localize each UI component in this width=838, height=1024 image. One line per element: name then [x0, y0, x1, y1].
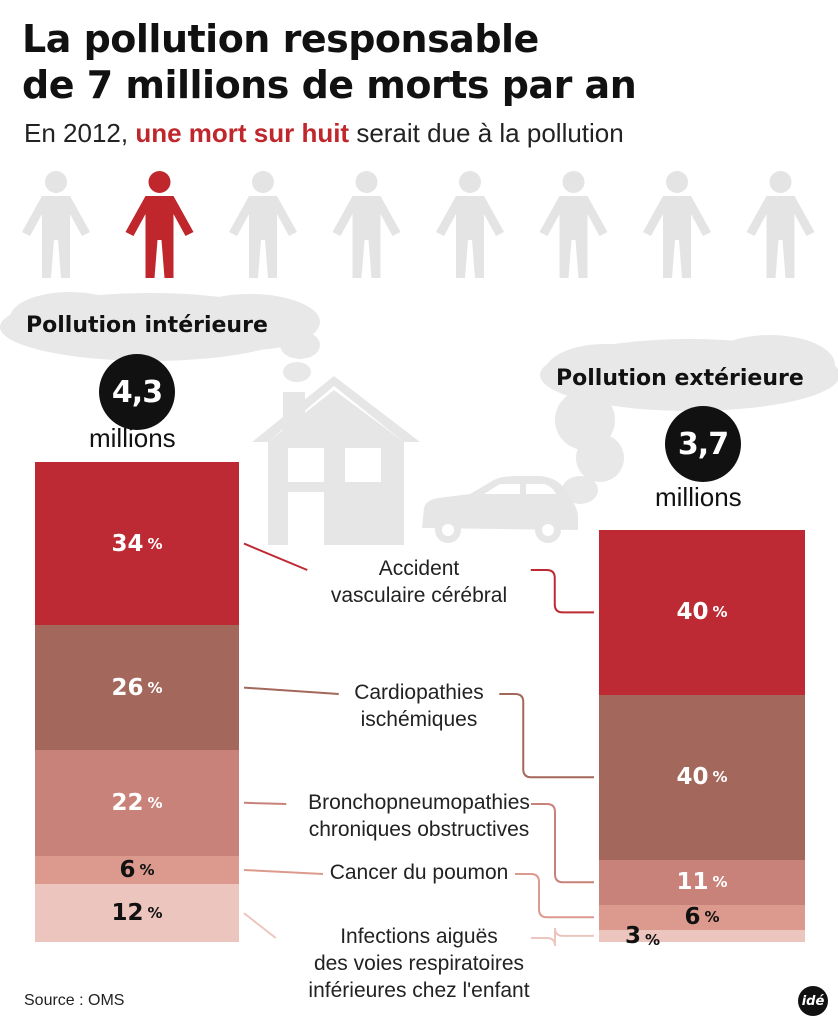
bar-segment: 26% — [35, 625, 239, 750]
house-windows — [288, 448, 381, 545]
bar-segment: 34% — [35, 462, 239, 626]
outdoor-unit: millions — [655, 482, 742, 512]
leader-line-indoor — [243, 912, 277, 939]
cause-label: Bronchopneumopathies chroniques obstructi… — [269, 789, 569, 843]
value-label: 6 — [684, 904, 701, 931]
leader-line-outdoor — [531, 927, 594, 947]
value-unit: % — [712, 768, 728, 787]
leader-line-outdoor — [515, 873, 594, 919]
leader-line-outdoor — [530, 569, 594, 614]
cause-label-line: Infections aiguës — [340, 925, 498, 948]
indoor-unit: millions — [89, 423, 176, 453]
bar-segment: 6% — [35, 855, 239, 885]
leader-line-indoor — [243, 801, 287, 805]
cause-label-line: Cardiopathies — [354, 681, 484, 704]
cause-label-line: Accident — [378, 557, 460, 580]
value-label: 3 — [625, 922, 642, 949]
person-icon — [436, 171, 504, 278]
value-unit: % — [147, 793, 163, 812]
outdoor-smoke-cloud — [540, 335, 838, 504]
outdoor-total-badge: 3,7 — [665, 406, 741, 482]
person-icon — [332, 171, 401, 278]
page-title: La pollution responsable de 7 millions d… — [22, 16, 822, 108]
person-icon — [643, 171, 711, 278]
cause-label-line: inférieures chez l'enfant — [308, 979, 530, 1002]
subtitle-suffix: serait due à la pollution — [349, 118, 624, 148]
value-label: 40 — [676, 599, 709, 626]
house-icon — [252, 376, 420, 545]
leader-line-indoor — [243, 686, 339, 695]
person-icon — [539, 171, 608, 278]
bar-segment: 40% — [599, 694, 805, 860]
bar-segment: 3% — [599, 924, 805, 947]
subtitle-prefix: En 2012, — [24, 118, 136, 148]
cause-label-line: ischémiques — [360, 708, 478, 731]
value-unit: % — [147, 904, 163, 923]
outdoor-title: Pollution extérieure — [556, 366, 804, 391]
value-unit: % — [712, 603, 728, 622]
title-line-1: La pollution responsable — [22, 17, 539, 61]
person-icon — [746, 171, 815, 278]
value-label: 40 — [676, 764, 709, 791]
leader-line-outdoor — [499, 693, 594, 779]
title-line-2: de 7 millions de morts par an — [22, 63, 637, 107]
cause-label: Cancer du poumon — [269, 859, 569, 886]
bar-segment: 11% — [599, 859, 805, 905]
car-icon — [422, 476, 578, 543]
cause-label-line: chroniques obstructives — [308, 818, 530, 841]
cause-label: Cardiopathies ischémiques — [269, 679, 569, 733]
value-unit: % — [704, 908, 720, 927]
leader-line-outdoor — [531, 803, 594, 884]
indoor-title: Pollution intérieure — [26, 313, 268, 338]
value-unit: % — [139, 860, 155, 879]
value-label: 11 — [676, 869, 709, 896]
value-label: 26 — [111, 674, 144, 701]
value-label: 22 — [111, 789, 144, 816]
cause-label-line: Cancer du poumon — [329, 861, 509, 884]
value-label: 12 — [111, 900, 144, 927]
cause-label-line: des voies respiratoires — [313, 952, 525, 975]
leader-line-indoor — [243, 542, 308, 571]
person-icon — [229, 171, 297, 278]
value-label: 34 — [111, 530, 144, 557]
source-note: Source : OMS — [24, 992, 125, 1009]
value-label: 6 — [119, 856, 136, 883]
value-unit: % — [147, 678, 163, 697]
value-unit: % — [147, 534, 163, 553]
cause-label-line: vasculaire cérébral — [330, 584, 508, 607]
people-row — [22, 171, 815, 278]
person-icon-highlighted — [125, 171, 194, 278]
subtitle: En 2012, une mort sur huit serait due à … — [24, 118, 624, 149]
indoor-total-badge: 4,3 — [99, 354, 175, 430]
bar-segment: 40% — [599, 530, 805, 695]
subtitle-highlight: une mort sur huit — [135, 118, 350, 148]
value-unit: % — [712, 873, 728, 892]
bar-segment: 12% — [35, 884, 239, 942]
value-unit: % — [645, 930, 661, 949]
cause-label: Infections aiguës des voies respiratoires… — [269, 923, 569, 1004]
indoor-smoke-cloud — [0, 292, 320, 382]
leader-lines — [243, 542, 594, 947]
cause-label-line: Bronchopneumopathies — [308, 791, 530, 814]
bar-segment: 6% — [599, 904, 805, 931]
leader-line-indoor — [243, 869, 324, 875]
publisher-logo: idé — [798, 986, 828, 1016]
person-icon — [22, 171, 90, 278]
bar-segment: 22% — [35, 750, 239, 856]
cause-label: Accident vasculaire cérébral — [269, 555, 569, 609]
